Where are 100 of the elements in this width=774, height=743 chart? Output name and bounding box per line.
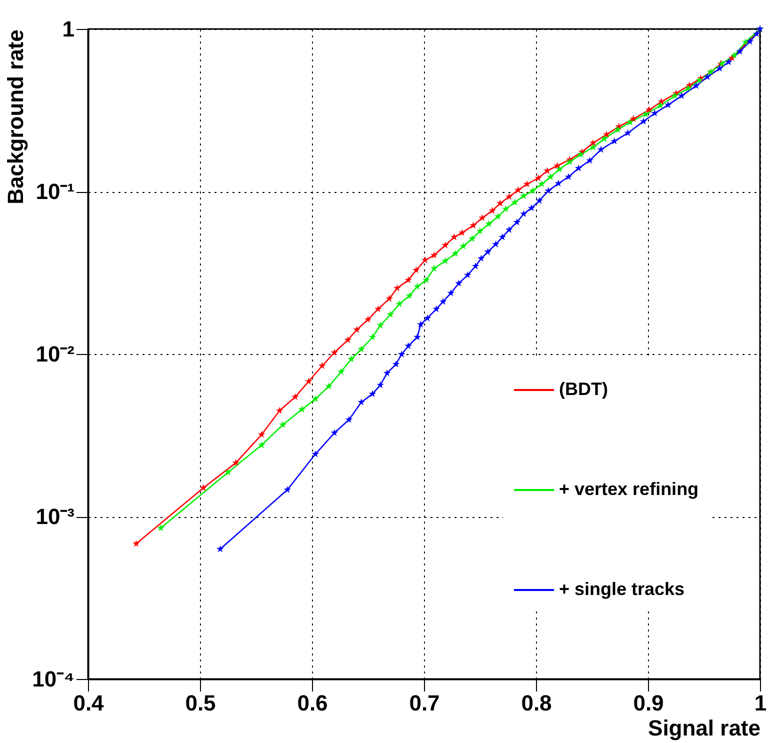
- point: [546, 173, 554, 180]
- y-tick-label: 10⁻³: [36, 504, 74, 529]
- x-tick-label: 0.9: [633, 690, 664, 716]
- point: [478, 214, 486, 222]
- point: [216, 545, 224, 552]
- point: [640, 118, 648, 125]
- point: [404, 342, 412, 350]
- point: [276, 406, 284, 414]
- point: [312, 395, 320, 402]
- point: [536, 196, 544, 204]
- point: [455, 280, 462, 287]
- point: [414, 333, 421, 340]
- point: [374, 305, 382, 312]
- point: [442, 257, 449, 264]
- point: [458, 228, 466, 236]
- point: [498, 233, 506, 240]
- point: [651, 109, 658, 116]
- point: [574, 164, 582, 172]
- point: [258, 430, 266, 438]
- y-axis-title: Background rate: [3, 30, 28, 204]
- y-tick-label: 10⁻⁴: [32, 666, 74, 692]
- point: [656, 102, 664, 109]
- y-tick-label: 10⁻²: [36, 342, 74, 366]
- point: [586, 156, 594, 164]
- point: [505, 192, 513, 200]
- point: [404, 276, 412, 284]
- point: [412, 266, 420, 274]
- point: [477, 254, 485, 262]
- point: [200, 484, 208, 492]
- point: [664, 101, 672, 108]
- legend-label: + vertex refining: [559, 479, 699, 499]
- legend-label: + single tracks: [559, 579, 685, 599]
- point: [376, 322, 384, 329]
- point: [325, 382, 332, 390]
- point: [376, 381, 384, 388]
- point: [566, 158, 574, 166]
- point: [488, 206, 496, 214]
- point: [452, 250, 460, 257]
- point: [610, 137, 618, 144]
- point: [353, 326, 360, 333]
- x-tick-label: 1: [754, 690, 767, 716]
- y-tick-label: 1: [62, 16, 74, 42]
- point: [496, 200, 504, 207]
- point: [258, 441, 266, 448]
- point: [671, 92, 679, 99]
- legend-label: (BDT): [559, 379, 608, 399]
- point: [358, 398, 365, 406]
- point: [224, 468, 232, 476]
- point: [439, 298, 447, 305]
- point: [393, 284, 401, 292]
- point: [626, 118, 634, 126]
- x-tick-label: 0.6: [297, 690, 328, 716]
- point: [468, 234, 476, 242]
- point: [422, 276, 430, 284]
- point: [752, 30, 760, 38]
- point: [386, 294, 393, 302]
- point: [485, 220, 493, 228]
- point: [624, 129, 632, 136]
- point: [337, 368, 345, 375]
- point: [472, 262, 480, 270]
- point: [450, 233, 458, 240]
- point: [292, 393, 299, 400]
- point: [746, 38, 754, 45]
- point: [406, 292, 414, 299]
- point: [383, 369, 391, 376]
- point: [442, 241, 449, 248]
- point: [284, 486, 292, 493]
- point: [132, 540, 140, 547]
- point: [730, 52, 738, 59]
- x-tick-label: 0.4: [73, 690, 105, 716]
- point: [577, 150, 584, 158]
- point: [421, 256, 429, 264]
- x-tick-label: 0.7: [409, 690, 440, 716]
- point: [692, 82, 700, 89]
- point: [645, 106, 653, 113]
- point: [494, 212, 502, 220]
- y-tick-label: 10⁻¹: [36, 179, 74, 204]
- point: [589, 139, 597, 146]
- point: [330, 348, 338, 356]
- point: [513, 218, 521, 226]
- point: [464, 271, 472, 278]
- point: [684, 84, 692, 92]
- point: [736, 48, 744, 55]
- point: [597, 146, 605, 153]
- point: [476, 227, 484, 234]
- point: [414, 282, 421, 290]
- point: [528, 186, 536, 194]
- point: [554, 162, 561, 169]
- point: [614, 126, 622, 133]
- point: [554, 180, 562, 187]
- point: [502, 205, 510, 212]
- point: [492, 240, 500, 248]
- point: [416, 320, 424, 328]
- point: [505, 226, 513, 233]
- point: [345, 416, 353, 423]
- point: [534, 174, 542, 182]
- point: [318, 362, 326, 370]
- point: [386, 310, 394, 318]
- point: [589, 143, 597, 150]
- point: [523, 180, 531, 188]
